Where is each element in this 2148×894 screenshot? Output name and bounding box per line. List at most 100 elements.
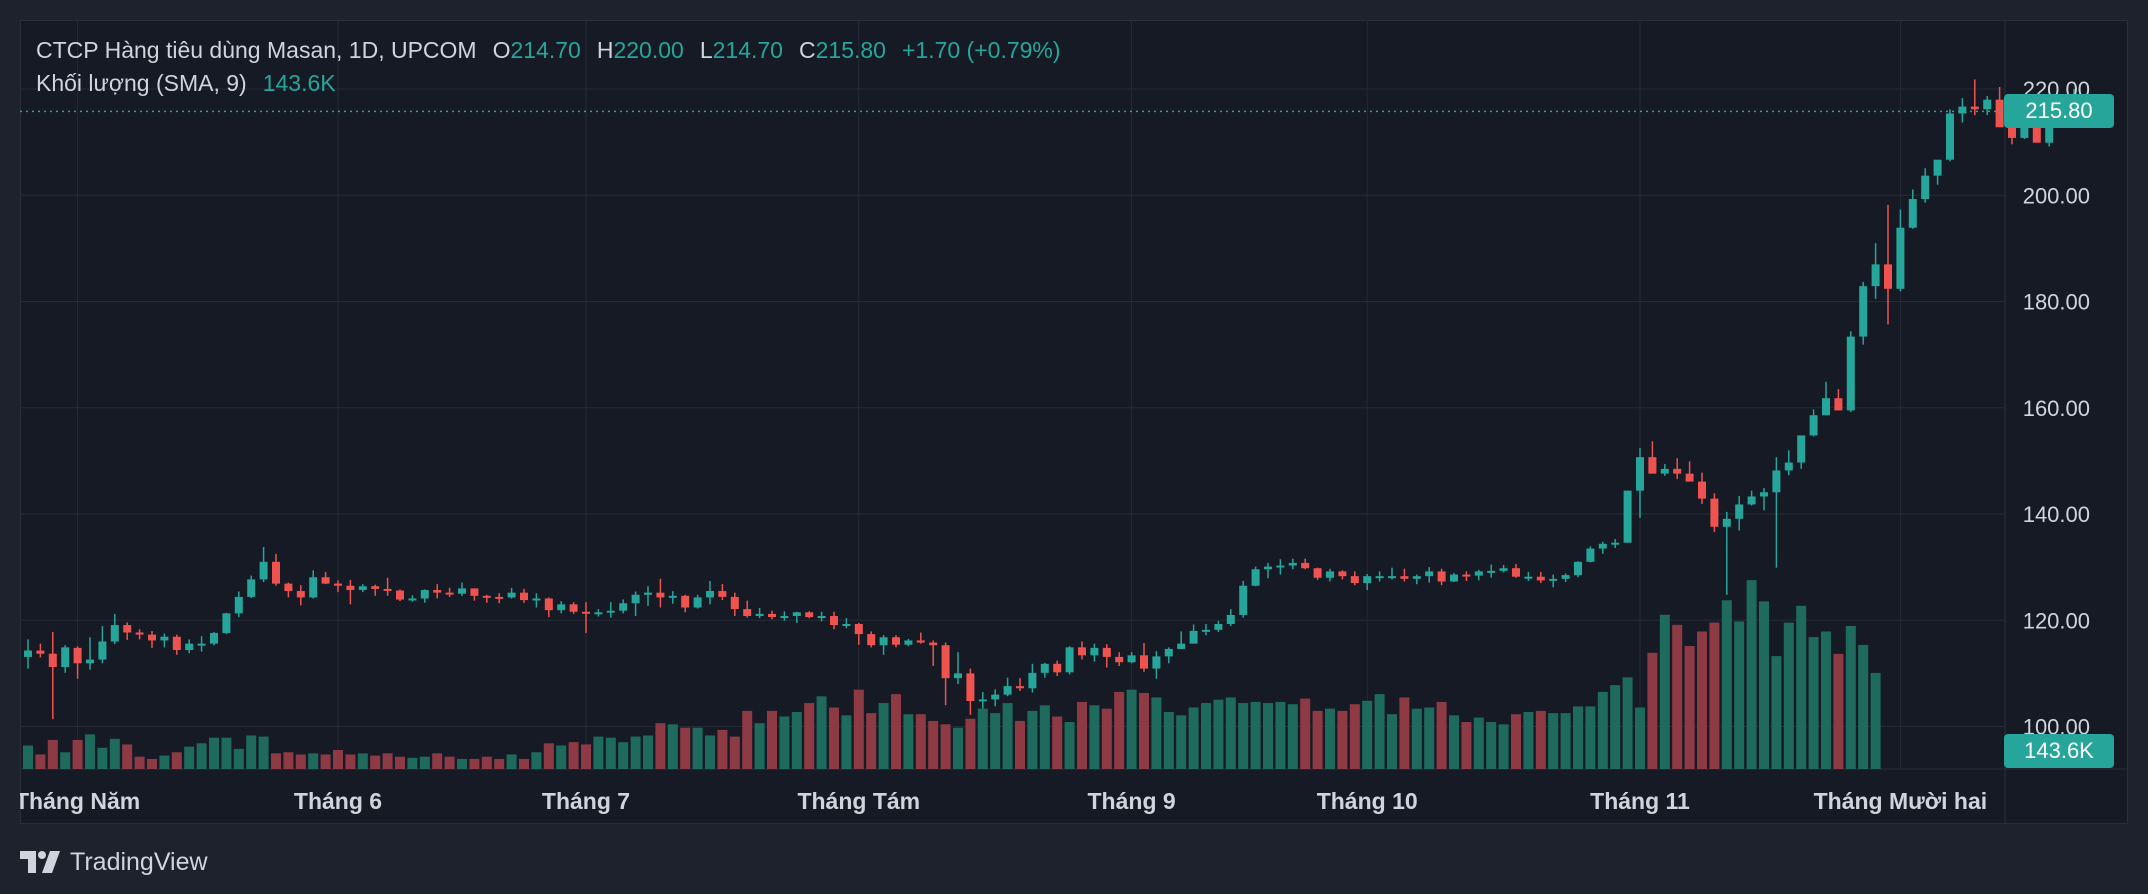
price-chart[interactable]: 100.00120.00140.00160.00180.00200.00220.… <box>20 20 2128 824</box>
last-price-tag: 215.80 <box>2004 94 2114 129</box>
volume-bar <box>1077 701 1087 769</box>
candle <box>210 631 218 646</box>
candle <box>1685 461 1694 482</box>
candle-body <box>1685 473 1694 482</box>
candle <box>1164 647 1173 664</box>
candle <box>1090 643 1099 662</box>
candle-body <box>1016 686 1024 689</box>
candle <box>1673 458 1682 479</box>
candle-body <box>1660 468 1669 474</box>
volume-bar <box>506 754 517 769</box>
volume-bar <box>605 737 616 769</box>
volume-bar <box>1325 708 1335 769</box>
candle-body <box>296 591 305 598</box>
candle <box>1598 541 1607 554</box>
candle <box>371 584 380 596</box>
tradingview-brand[interactable]: TradingView <box>20 844 208 880</box>
candle <box>234 591 243 618</box>
candle-body <box>1425 571 1434 577</box>
candle <box>1350 571 1359 586</box>
volume-bar <box>692 727 703 769</box>
candle-body <box>36 650 45 654</box>
candle <box>458 582 466 596</box>
candle <box>172 634 181 655</box>
candle-body <box>334 583 342 586</box>
candle <box>1896 209 1905 292</box>
candle-body <box>1276 565 1285 568</box>
candle <box>1053 660 1062 677</box>
candle-body <box>1177 643 1186 649</box>
candle-body <box>1586 548 1595 562</box>
candle <box>1524 571 1533 581</box>
y-tick-label: 200.00 <box>2023 183 2090 208</box>
candle <box>1760 487 1768 511</box>
candle-body <box>1437 571 1446 582</box>
candle-body <box>420 589 429 599</box>
candle-body <box>978 699 987 702</box>
candle-body <box>1140 655 1148 669</box>
volume-bar <box>1213 699 1224 769</box>
candle-body <box>619 603 628 611</box>
volume-value: 143.6K <box>262 70 336 96</box>
volume-bar <box>134 756 145 769</box>
volume-bar <box>1697 631 1707 769</box>
candle-body <box>1251 569 1260 586</box>
candle <box>383 577 392 596</box>
volume-bar <box>680 727 691 769</box>
candle <box>1276 559 1285 575</box>
volume-bar <box>630 736 641 769</box>
candle-body <box>396 590 404 600</box>
candle-body <box>1970 106 1979 110</box>
candle-body <box>1760 492 1768 497</box>
volume-bar <box>1027 710 1038 769</box>
candle <box>1040 662 1049 678</box>
candle <box>1846 331 1855 413</box>
candle <box>867 631 876 648</box>
candle <box>1102 644 1111 668</box>
candle-body <box>160 636 169 641</box>
candle <box>1115 652 1124 666</box>
candle <box>1065 646 1074 675</box>
volume-tag: 143.6K <box>2004 734 2114 768</box>
volume-bar <box>147 758 157 769</box>
candle-body <box>1598 543 1607 549</box>
candle <box>1574 561 1582 578</box>
volume-bar <box>494 758 505 769</box>
candle <box>1313 567 1322 580</box>
candle-body <box>668 595 677 598</box>
volume-bar <box>1449 715 1459 769</box>
volume-bar <box>829 707 839 769</box>
candle <box>854 622 863 645</box>
brand-name: TradingView <box>70 847 208 876</box>
candle-body <box>1673 468 1682 474</box>
candle <box>135 629 144 640</box>
volume-bar <box>308 753 319 769</box>
volume-bar <box>965 718 976 769</box>
candle <box>892 635 900 648</box>
candle <box>197 636 206 652</box>
candle <box>1152 651 1161 679</box>
volume-bar <box>556 745 567 769</box>
candle-body <box>234 596 243 614</box>
candle <box>1239 580 1248 618</box>
candle <box>222 612 231 635</box>
candle-body <box>1611 542 1620 545</box>
candle-body <box>259 561 268 580</box>
candle-body <box>1338 571 1347 577</box>
volume-bar <box>1573 706 1583 769</box>
volume-bar <box>1585 706 1596 769</box>
volume-bar <box>1486 722 1497 769</box>
candle <box>1747 490 1756 506</box>
candle-body <box>693 597 702 608</box>
candle-body <box>1561 575 1570 579</box>
candle <box>1871 243 1880 299</box>
candle <box>259 546 268 583</box>
candle-body <box>433 589 442 593</box>
change-value: +1.70 (+0.79%) <box>901 37 1061 63</box>
volume-bar <box>295 754 306 769</box>
candle <box>644 586 652 606</box>
candle <box>48 631 57 720</box>
volume-bar <box>283 752 294 769</box>
candle <box>681 594 690 613</box>
candle <box>966 668 975 715</box>
